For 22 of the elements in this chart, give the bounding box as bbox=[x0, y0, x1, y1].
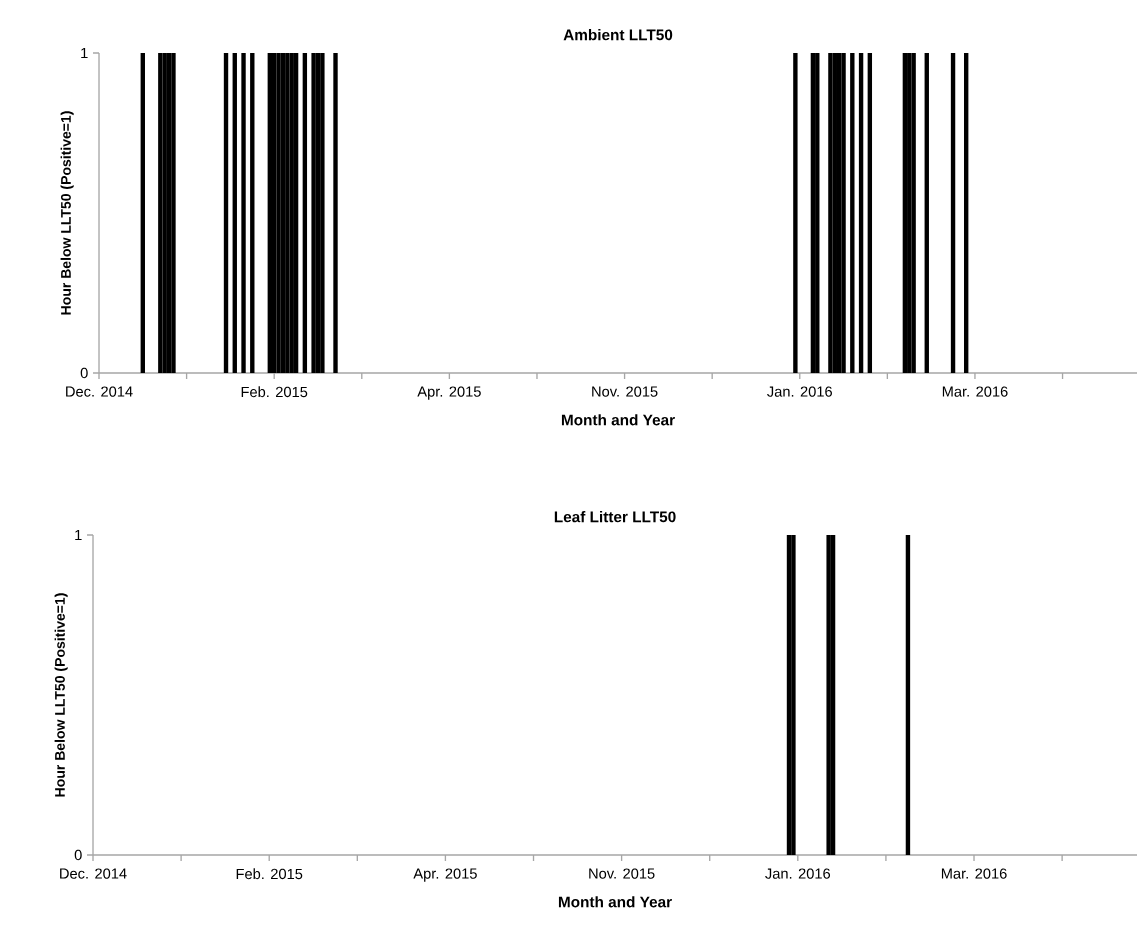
y-tick-label: 1 bbox=[81, 47, 88, 59]
y-tick-label: 0 bbox=[74, 849, 82, 861]
x-tick-label: Feb. 2015 bbox=[236, 868, 303, 880]
x-tick-label: Nov. 2015 bbox=[592, 386, 658, 397]
chart-title: Leaf Litter LLT50 bbox=[554, 511, 676, 523]
x-tick-label: Mar. 2016 bbox=[942, 386, 1008, 397]
x-tick-label: Apr. 2015 bbox=[417, 386, 481, 400]
x-axis-title: Month and Year bbox=[558, 896, 672, 908]
chart-title: Ambient LLT50 bbox=[563, 29, 673, 41]
x-tick-label: Dec. 2014 bbox=[60, 868, 127, 879]
y-axis-title: Hour Below LLT50 (Positive=1) bbox=[54, 593, 68, 797]
x-tick-label: Dec. 2014 bbox=[66, 386, 133, 397]
x-tick-label: Jan. 2016 bbox=[765, 868, 831, 879]
y-axis-title: Hour Below LLT50 (Positive=1) bbox=[60, 111, 74, 315]
x-tick-label: Feb. 2015 bbox=[241, 386, 308, 398]
x-tick-label: Jan. 2016 bbox=[767, 386, 832, 397]
y-tick-label: 1 bbox=[75, 529, 82, 541]
x-tick-label: Mar. 2016 bbox=[941, 868, 1007, 879]
x-tick-label: Apr. 2015 bbox=[413, 868, 477, 882]
x-tick-label: Nov. 2015 bbox=[589, 868, 655, 879]
x-axis-title: Month and Year bbox=[561, 414, 675, 426]
y-tick-label: 0 bbox=[80, 367, 88, 379]
